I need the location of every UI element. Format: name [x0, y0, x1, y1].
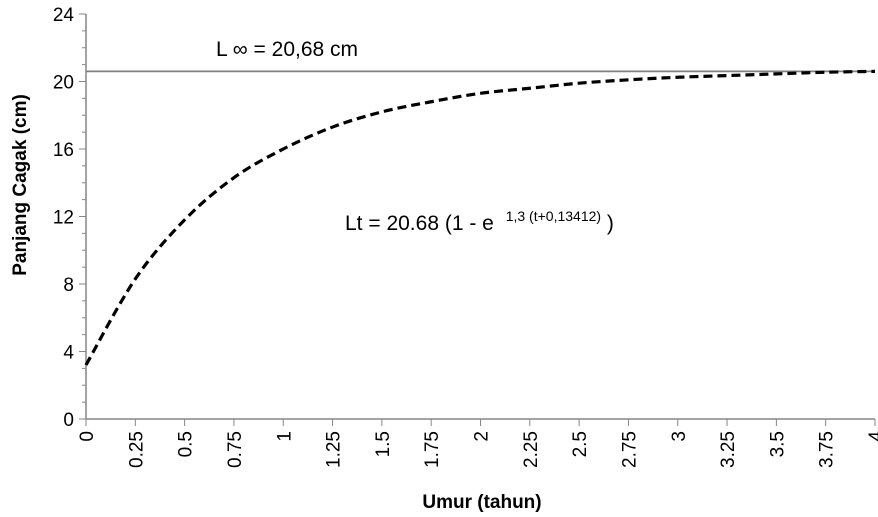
x-axis-title: Umur (tahun) [422, 492, 541, 513]
equation-main: Lt = 20.68 (1 - e [345, 212, 494, 235]
x-tick-label: 1 [274, 431, 295, 442]
x-tick-label: 3.25 [718, 431, 739, 468]
y-tick-label: 4 [63, 343, 74, 364]
y-axis-title: Panjang Cagak (cm) [10, 94, 31, 276]
x-tick-label: 0.25 [126, 431, 147, 468]
x-tick-label: 1.5 [373, 431, 394, 457]
x-tick-label: 1.75 [422, 431, 443, 468]
x-tick-label: 2 [472, 431, 493, 442]
equation-close: ) [607, 212, 614, 235]
x-tick-label: 3 [669, 431, 690, 442]
ticks: 0 4 8 12 16 20 24 0 0.25 0.5 0.75 1 1.25 1.5 1.75 2 2.25… [53, 5, 878, 468]
equation-annotation: Lt = 20.68 (1 - e 1,3 (t+0,13412) ) [345, 203, 614, 235]
equation-superscript: 1,3 (t+0,13412) [506, 208, 601, 224]
x-tick-label: 2.5 [570, 431, 591, 457]
x-tick-label: 3.5 [767, 431, 788, 457]
x-tick-label: 1.25 [324, 431, 345, 468]
x-tick-label: 4 [866, 431, 878, 442]
y-tick-label: 16 [53, 140, 74, 161]
x-tick-label: 3.75 [817, 431, 838, 468]
growth-curve-series [84, 69, 876, 366]
x-tick-label: 0 [77, 431, 98, 442]
y-tick-label: 12 [53, 208, 74, 229]
y-tick-label: 24 [53, 5, 75, 26]
x-tick-label: 2.25 [521, 431, 542, 468]
y-tick-label: 8 [63, 275, 74, 296]
y-tick-label: 20 [53, 73, 74, 94]
x-tick-label: 0.75 [225, 431, 246, 468]
x-tick-label: 0.5 [176, 431, 197, 457]
linf-annotation: L ∞ = 20,68 cm [216, 38, 358, 61]
y-tick-label: 0 [63, 410, 74, 431]
x-tick-label: 2.75 [619, 431, 640, 468]
